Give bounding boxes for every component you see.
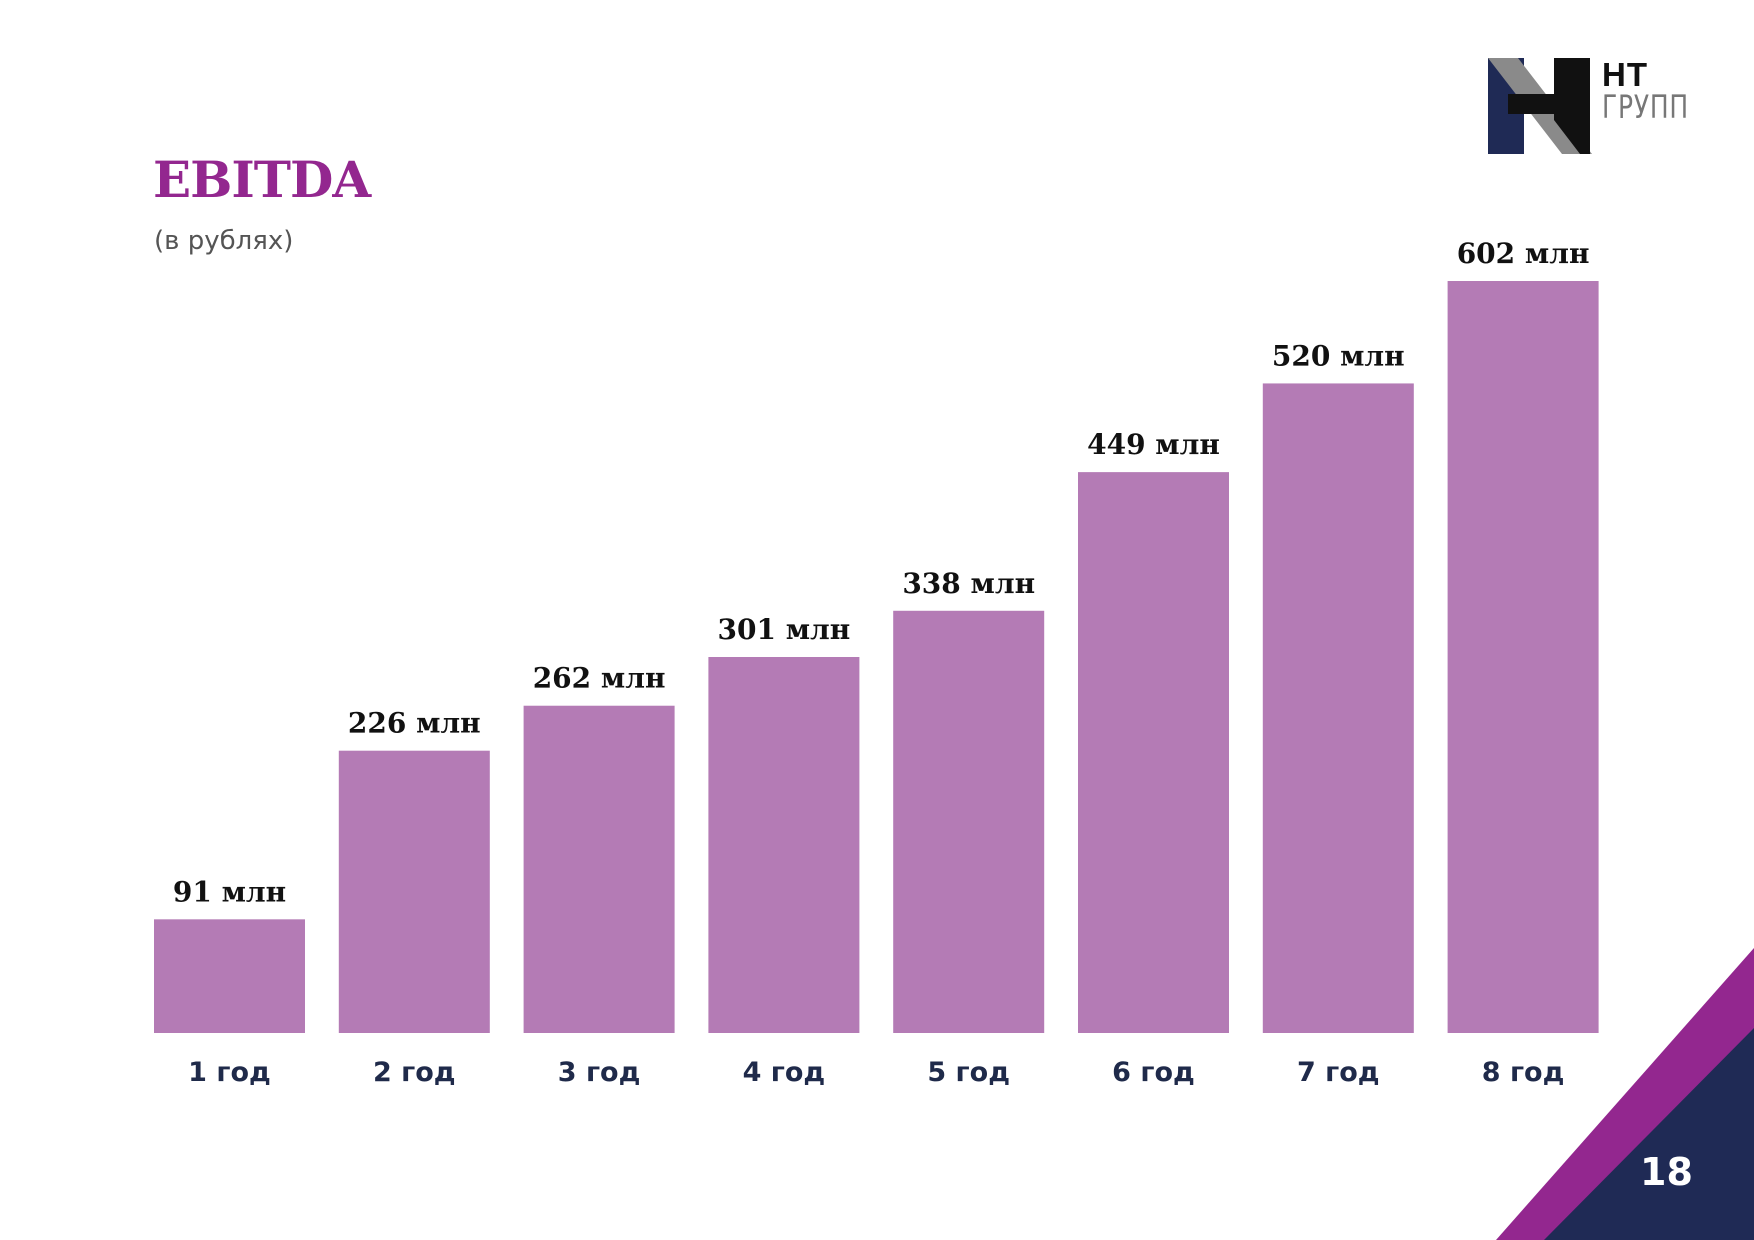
bar-1 — [154, 919, 305, 1033]
value-label-5: 338 млн — [902, 567, 1035, 600]
company-logo: НТ ГРУПП — [1488, 56, 1706, 158]
category-label-8: 8 год — [1482, 1057, 1565, 1088]
category-label-4: 4 год — [743, 1057, 826, 1088]
category-label-6: 6 год — [1112, 1057, 1195, 1088]
chart-subtitle: (в рублях) — [154, 226, 294, 256]
category-label-2: 2 год — [373, 1057, 456, 1088]
category-label-5: 5 год — [927, 1057, 1010, 1088]
chart-title: EBITDA — [153, 150, 371, 209]
bar-6 — [1078, 472, 1229, 1033]
bar-5 — [893, 610, 1045, 1033]
bar-2 — [338, 750, 490, 1033]
logo-text-ht: НТ — [1602, 56, 1648, 93]
bar-3 — [523, 705, 675, 1033]
bar-7 — [1262, 383, 1414, 1033]
value-label-8: 602 млн — [1457, 237, 1590, 270]
category-label-1: 1 год — [188, 1057, 271, 1088]
value-label-6: 449 млн — [1087, 428, 1220, 461]
value-label-2: 226 млн — [348, 707, 481, 740]
value-label-4: 301 млн — [718, 613, 851, 646]
value-label-7: 520 млн — [1272, 339, 1405, 372]
bar-8 — [1447, 281, 1599, 1033]
logo-mark-icon — [1488, 58, 1592, 154]
category-label-7: 7 год — [1297, 1057, 1380, 1088]
page-number: 18 — [1640, 1150, 1693, 1194]
bar-4 — [708, 657, 860, 1033]
value-label-1: 91 млн — [173, 875, 286, 908]
value-label-3: 262 млн — [533, 662, 666, 695]
category-label-3: 3 год — [558, 1057, 641, 1088]
logo-text-grupp: ГРУПП — [1602, 88, 1689, 126]
